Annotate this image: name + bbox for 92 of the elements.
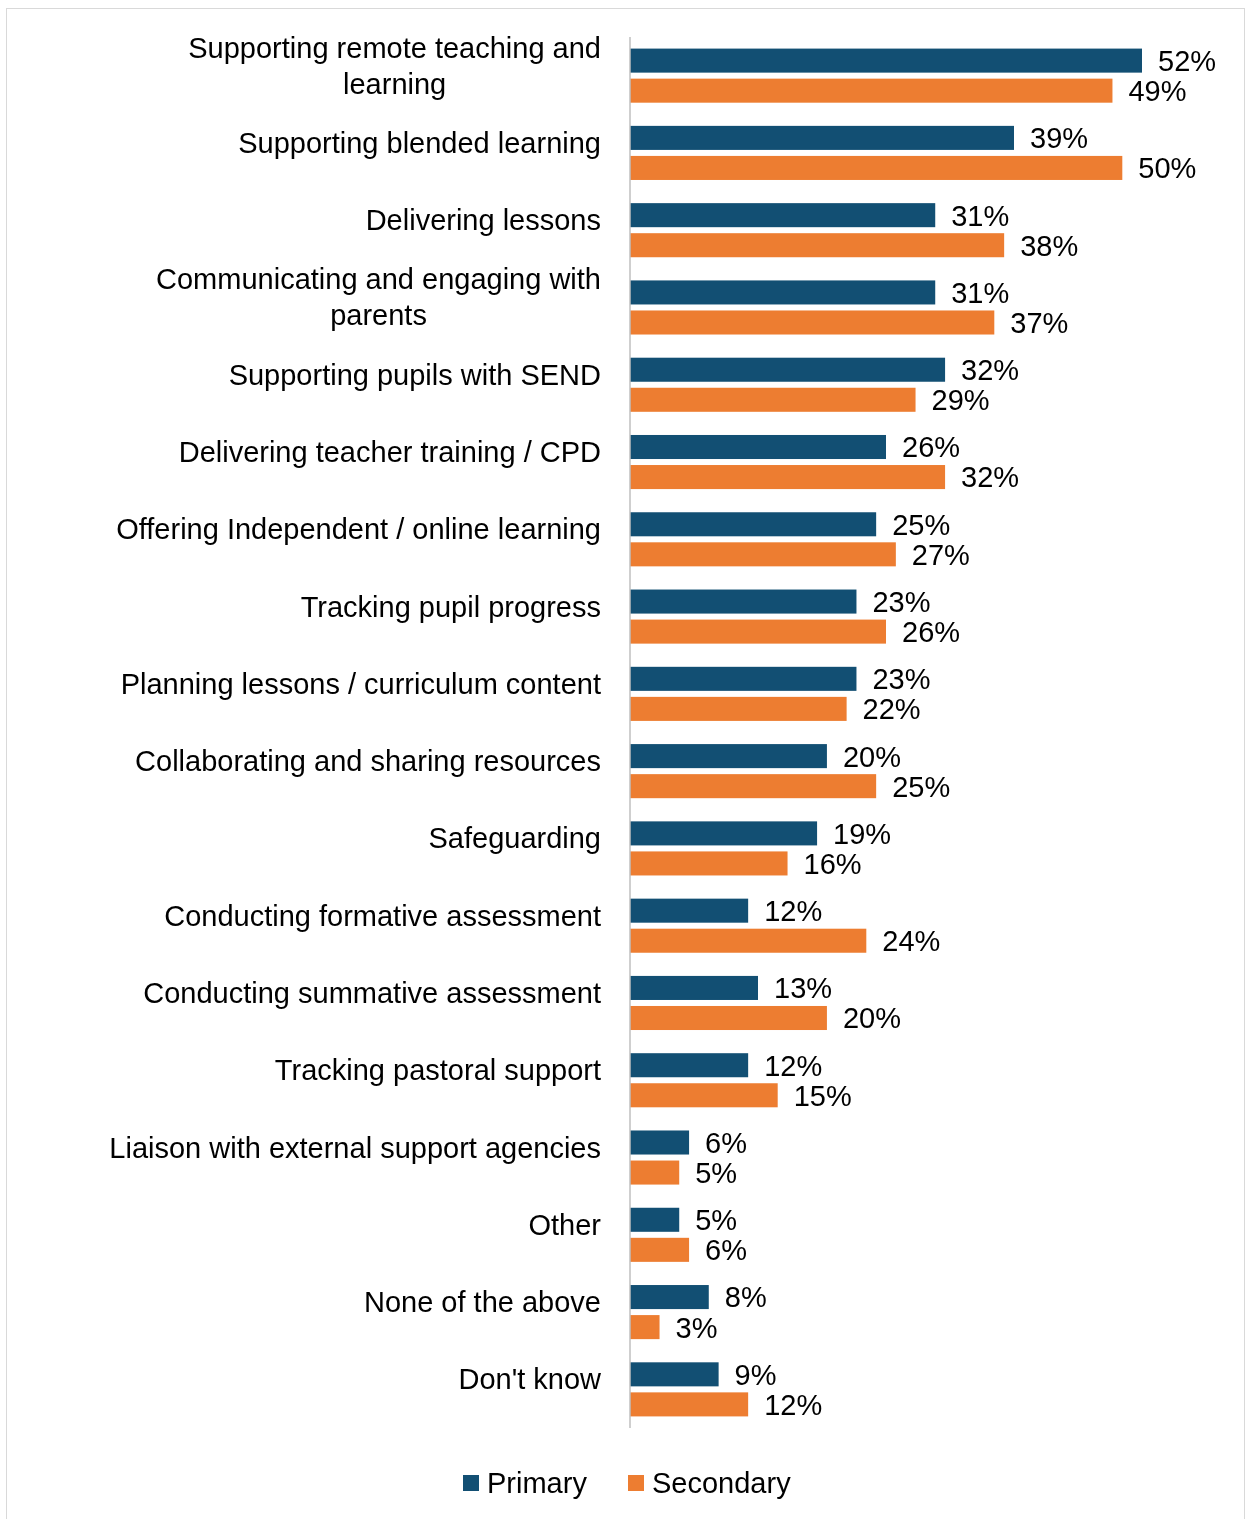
- data-label: 22%: [862, 693, 921, 726]
- bar: [630, 465, 946, 490]
- data-label: 3%: [675, 1311, 718, 1344]
- data-label: 5%: [695, 1156, 738, 1189]
- data-label: 16%: [803, 847, 862, 880]
- data-label: 9%: [734, 1358, 777, 1391]
- data-label: 20%: [842, 1002, 901, 1035]
- data-label: 32%: [961, 461, 1020, 494]
- data-label: 5%: [695, 1204, 738, 1237]
- bar: [630, 203, 936, 228]
- bar: [630, 48, 1142, 73]
- data-label: 15%: [793, 1079, 852, 1112]
- data-label: 19%: [833, 817, 892, 850]
- data-label: 38%: [1020, 229, 1079, 262]
- data-label: 25%: [892, 508, 951, 541]
- bar: [630, 1362, 719, 1387]
- data-label: 27%: [911, 538, 970, 571]
- bar: [630, 1053, 749, 1078]
- data-label: 12%: [764, 1388, 823, 1421]
- data-label: 49%: [1128, 75, 1187, 108]
- y-tick-label: Conducting formative assessment: [164, 899, 601, 932]
- y-tick-label: Communicating and engaging with parents: [156, 263, 602, 332]
- data-label: 50%: [1138, 152, 1197, 185]
- bar: [630, 1392, 749, 1417]
- data-label: 24%: [882, 925, 941, 958]
- y-tick-label: Delivering lessons: [365, 204, 601, 237]
- y-tick-label: Don't know: [458, 1363, 603, 1396]
- data-label: 39%: [1030, 122, 1089, 155]
- bar: [630, 619, 886, 644]
- y-tick-label: Liaison with external support agencies: [109, 1131, 601, 1164]
- data-label: 31%: [951, 276, 1010, 309]
- bar: [630, 233, 1005, 258]
- bar: [630, 434, 886, 460]
- y-tick-label: Tracking pupil progress: [300, 590, 601, 623]
- data-label: 29%: [931, 384, 990, 417]
- bar: [630, 1237, 690, 1262]
- bar: [630, 898, 749, 923]
- data-label: 23%: [872, 586, 931, 618]
- y-tick-label: Conducting summative assessment: [143, 976, 601, 1009]
- bar: [630, 512, 877, 537]
- y-tick-label: Supporting pupils with SEND: [228, 358, 601, 391]
- bar: [630, 542, 896, 567]
- bar: [630, 155, 1123, 180]
- y-tick-label: Offering Independent / online learning: [116, 513, 601, 546]
- data-label: 13%: [774, 972, 833, 1005]
- legend-label: Secondary: [652, 1467, 792, 1500]
- data-label: 32%: [961, 354, 1020, 387]
- data-label: 20%: [842, 740, 901, 773]
- bar: [630, 1083, 778, 1108]
- bar: [630, 821, 818, 846]
- data-label: 37%: [1010, 306, 1069, 339]
- data-label: 26%: [902, 431, 961, 464]
- bar: [630, 975, 758, 1000]
- bar: [630, 928, 867, 953]
- bar: [630, 125, 1014, 150]
- bar: [630, 1285, 709, 1310]
- data-label: 6%: [705, 1234, 747, 1267]
- bar: [630, 1315, 660, 1340]
- bar: [630, 1005, 827, 1031]
- bar: [630, 744, 827, 769]
- bar: [630, 280, 936, 305]
- data-label: 12%: [764, 1049, 823, 1082]
- data-label: 26%: [902, 616, 961, 649]
- bar: [630, 1160, 680, 1185]
- legend-label: Primary: [487, 1467, 588, 1500]
- bar: [630, 1130, 690, 1155]
- y-tick-label: Collaborating and sharing resources: [135, 745, 601, 778]
- y-tick-label: Other: [528, 1208, 602, 1241]
- bar: [630, 696, 847, 721]
- data-label: 23%: [872, 663, 931, 696]
- data-label: 12%: [764, 895, 823, 928]
- bar: [630, 589, 857, 614]
- bar: [630, 387, 916, 412]
- y-tick-label: None of the above: [363, 1286, 601, 1319]
- y-tick-label: Safeguarding: [428, 822, 601, 855]
- y-tick-label: Tracking pastoral support: [274, 1054, 601, 1087]
- bar: [630, 357, 946, 382]
- bar: [630, 774, 877, 799]
- y-tick-label: Supporting remote teaching and learning: [188, 31, 601, 100]
- y-tick-label: Supporting blended learning: [238, 126, 601, 159]
- data-label: 25%: [892, 770, 951, 803]
- y-tick-label: Delivering teacher training / CPD: [178, 436, 601, 469]
- bar: [630, 666, 857, 691]
- data-label: 8%: [724, 1281, 767, 1314]
- bar: [630, 851, 788, 876]
- bar: [630, 1207, 680, 1232]
- data-label: 31%: [951, 199, 1010, 232]
- data-label: 6%: [705, 1126, 747, 1159]
- y-tick-label: Planning lessons / curriculum content: [120, 667, 601, 700]
- bar: [630, 78, 1113, 103]
- bar: [630, 310, 995, 335]
- data-label: 52%: [1158, 45, 1217, 78]
